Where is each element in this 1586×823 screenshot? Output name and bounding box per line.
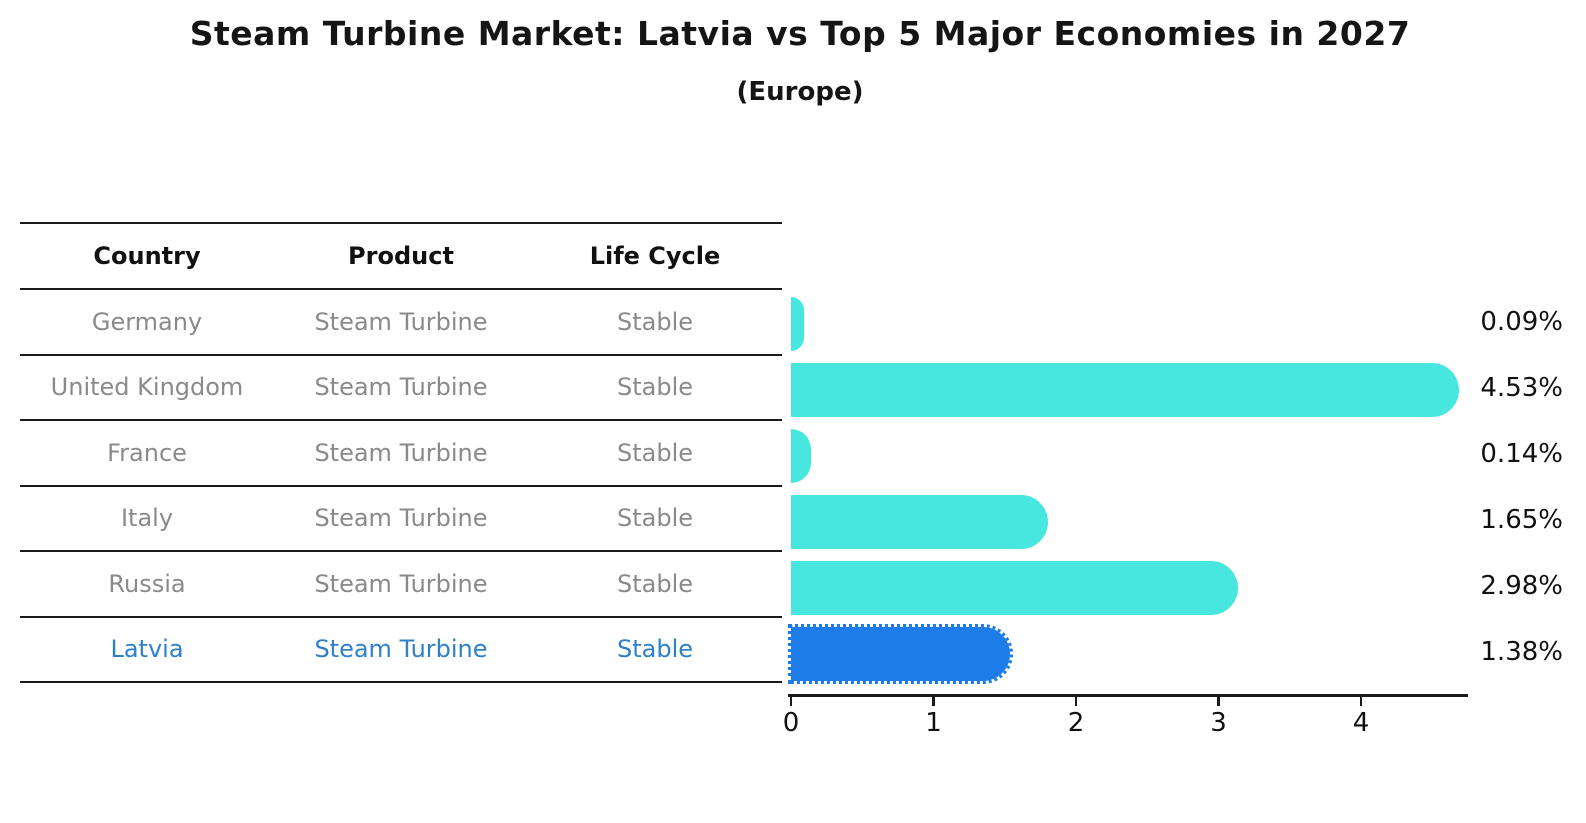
table-row-latvia: Latvia Steam Turbine Stable <box>20 618 782 683</box>
bar-russia <box>791 561 1238 615</box>
cell-country: United Kingdom <box>50 373 244 402</box>
table-row-italy: Italy Steam Turbine Stable <box>20 487 782 552</box>
table-header-row: Country Product Life Cycle <box>20 224 782 290</box>
cell-product: Steam Turbine <box>314 569 488 598</box>
table-row-united-kingdom: United Kingdom Steam Turbine Stable <box>20 356 782 421</box>
x-axis-tick-label: 0 <box>782 708 800 738</box>
cell-lifecycle: Stable <box>616 569 694 598</box>
bar-germany <box>791 297 804 351</box>
cell-lifecycle: Stable <box>616 373 694 402</box>
chart-title: Steam Turbine Market: Latvia vs Top 5 Ma… <box>189 14 1411 53</box>
x-axis-tick-label: 2 <box>1067 708 1085 738</box>
x-axis-line <box>788 694 1468 697</box>
table-body: Germany Steam Turbine Stable United Kingdom… <box>20 290 782 683</box>
value-label-latvia: 1.38% <box>1480 637 1563 667</box>
cell-product: Steam Turbine <box>314 438 488 467</box>
cell-country: Germany <box>91 307 203 336</box>
bar-latvia <box>788 624 1013 684</box>
cell-lifecycle: Stable <box>616 504 694 533</box>
value-label-germany: 0.09% <box>1480 307 1563 337</box>
value-label-italy: 1.65% <box>1480 505 1563 535</box>
column-header-product: Product <box>348 242 454 270</box>
cell-product: Steam Turbine <box>314 635 488 664</box>
x-axis-tick <box>789 695 793 706</box>
cell-product: Steam Turbine <box>314 504 488 533</box>
bar-france <box>791 429 811 483</box>
value-label-united-kingdom: 4.53% <box>1480 373 1563 403</box>
cell-lifecycle: Stable <box>616 635 694 664</box>
cell-country: Latvia <box>110 635 184 664</box>
x-axis-tick <box>932 695 935 706</box>
cell-country: France <box>107 438 187 467</box>
table-row-germany: Germany Steam Turbine Stable <box>20 290 782 356</box>
x-axis-tick <box>1359 695 1363 706</box>
title-block: Steam Turbine Market: Latvia vs Top 5 Ma… <box>10 0 1586 107</box>
bar-united-kingdom <box>791 363 1459 417</box>
x-axis-tick-label: 4 <box>1352 708 1370 738</box>
x-axis-tick-label: 3 <box>1210 708 1227 738</box>
table-row-france: France Steam Turbine Stable <box>20 421 782 487</box>
column-header-country: Country <box>93 242 201 270</box>
bar-italy <box>791 495 1049 549</box>
x-axis-tick <box>1217 695 1220 706</box>
value-label-russia: 2.98% <box>1480 571 1563 601</box>
country-table: Country Product Life Cycle Germany Steam … <box>20 222 782 683</box>
cell-country: Russia <box>108 569 186 598</box>
cell-lifecycle: Stable <box>616 438 694 467</box>
chart-subtitle: (Europe) <box>736 77 864 107</box>
table-row-russia: Russia Steam Turbine Stable <box>20 552 782 618</box>
cell-product: Steam Turbine <box>314 373 488 402</box>
column-header-lifecycle: Life Cycle <box>589 242 721 270</box>
value-label-france: 0.14% <box>1480 439 1563 469</box>
x-axis-tick-label: 1 <box>925 708 942 738</box>
x-axis-tick <box>1074 695 1078 706</box>
cell-country: Italy <box>120 504 174 533</box>
cell-product: Steam Turbine <box>314 307 488 336</box>
cell-lifecycle: Stable <box>616 307 694 336</box>
